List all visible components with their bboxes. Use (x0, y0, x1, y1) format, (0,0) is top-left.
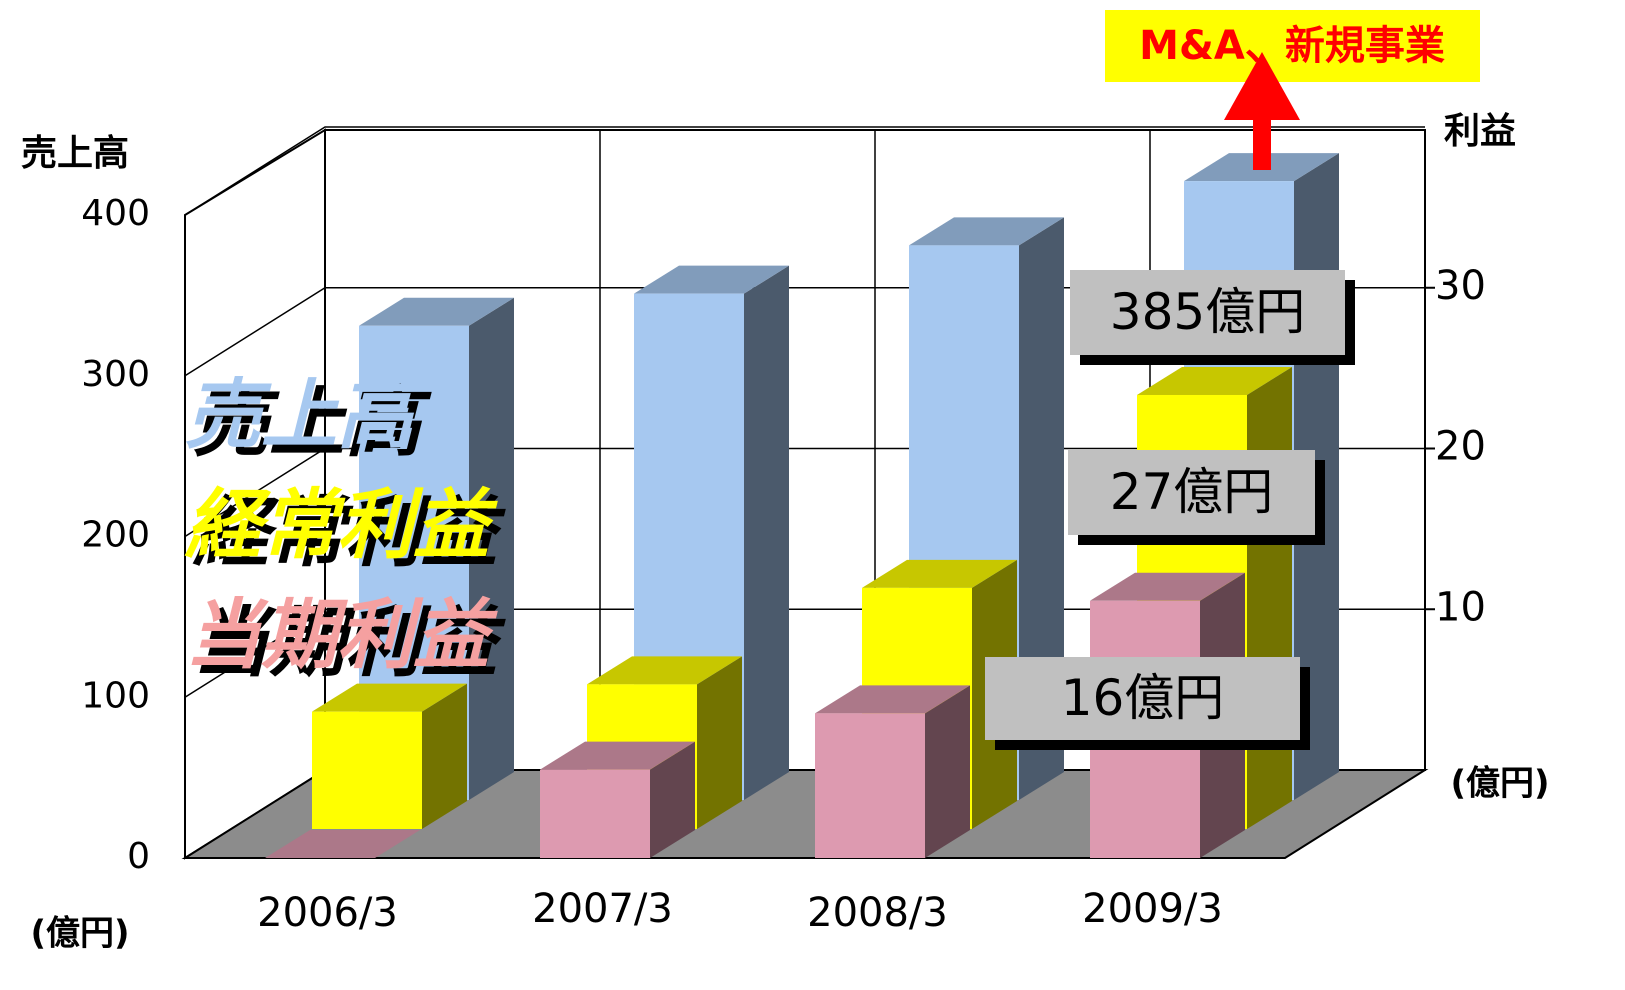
annotation: M&A、新規事業 (1139, 23, 1445, 69)
bar-side (1247, 366, 1292, 829)
bar-side (744, 265, 789, 800)
y-axis-label: 売上高 (21, 133, 129, 174)
y-tick-label: 100 (81, 675, 150, 716)
value-label: 16億円 (1061, 669, 1225, 727)
bar-side (1019, 217, 1064, 801)
annotation-box (1105, 10, 1480, 82)
y2-unit: (億円) (1450, 764, 1549, 804)
y-tick-label: 200 (81, 515, 150, 556)
grid-line (184, 126, 1425, 216)
bar-top (909, 217, 1064, 246)
x-tick-label: 2007/3 (532, 886, 673, 932)
label-box (985, 657, 1300, 740)
bar-side (422, 683, 467, 829)
label-box (1070, 270, 1345, 355)
legend-shadow: 経常利益 (192, 488, 506, 577)
bar-top (312, 683, 467, 712)
bar-top (359, 297, 514, 326)
y2-axis-label: 利益 (1444, 111, 1516, 152)
y-tick-label: 400 (81, 193, 150, 234)
label-box (1068, 450, 1315, 535)
bar-top (540, 741, 695, 770)
bar-side (697, 656, 742, 829)
y-tick-label: 0 (127, 836, 150, 877)
y2-tick-label: 30 (1435, 263, 1486, 309)
bar-top (862, 559, 1017, 588)
bar (312, 711, 422, 829)
legend-shadow: 当期利益 (193, 598, 506, 687)
y-unit: (億円) (30, 914, 129, 954)
arrow-head (1224, 52, 1300, 120)
arrow (1224, 52, 1300, 170)
x-tick-label: 2006/3 (257, 890, 398, 936)
y-tick-label: 300 (81, 354, 150, 395)
bar-top (1090, 572, 1245, 601)
y2-tick-label: 10 (1435, 584, 1486, 630)
bar-top (587, 656, 742, 685)
bar (815, 713, 925, 858)
x-tick-label: 2009/3 (1082, 886, 1223, 932)
y2-tick-label: 20 (1435, 424, 1486, 470)
bar-side (925, 685, 970, 858)
bar-top (815, 685, 970, 714)
value-label: 27億円 (1110, 463, 1274, 521)
bar-top (634, 265, 789, 294)
bar-side (469, 297, 514, 800)
legend-label: 経常利益 (184, 480, 498, 569)
bar-top (265, 830, 420, 858)
legend-shadow: 売上高 (193, 378, 432, 467)
bar-side (650, 741, 695, 858)
legend-label: 売上高 (185, 370, 424, 459)
x-tick-label: 2008/3 (807, 890, 948, 936)
bar (540, 769, 650, 858)
bar-top (1137, 366, 1292, 395)
legend-label: 当期利益 (185, 590, 498, 679)
value-label: 385億円 (1110, 283, 1305, 341)
